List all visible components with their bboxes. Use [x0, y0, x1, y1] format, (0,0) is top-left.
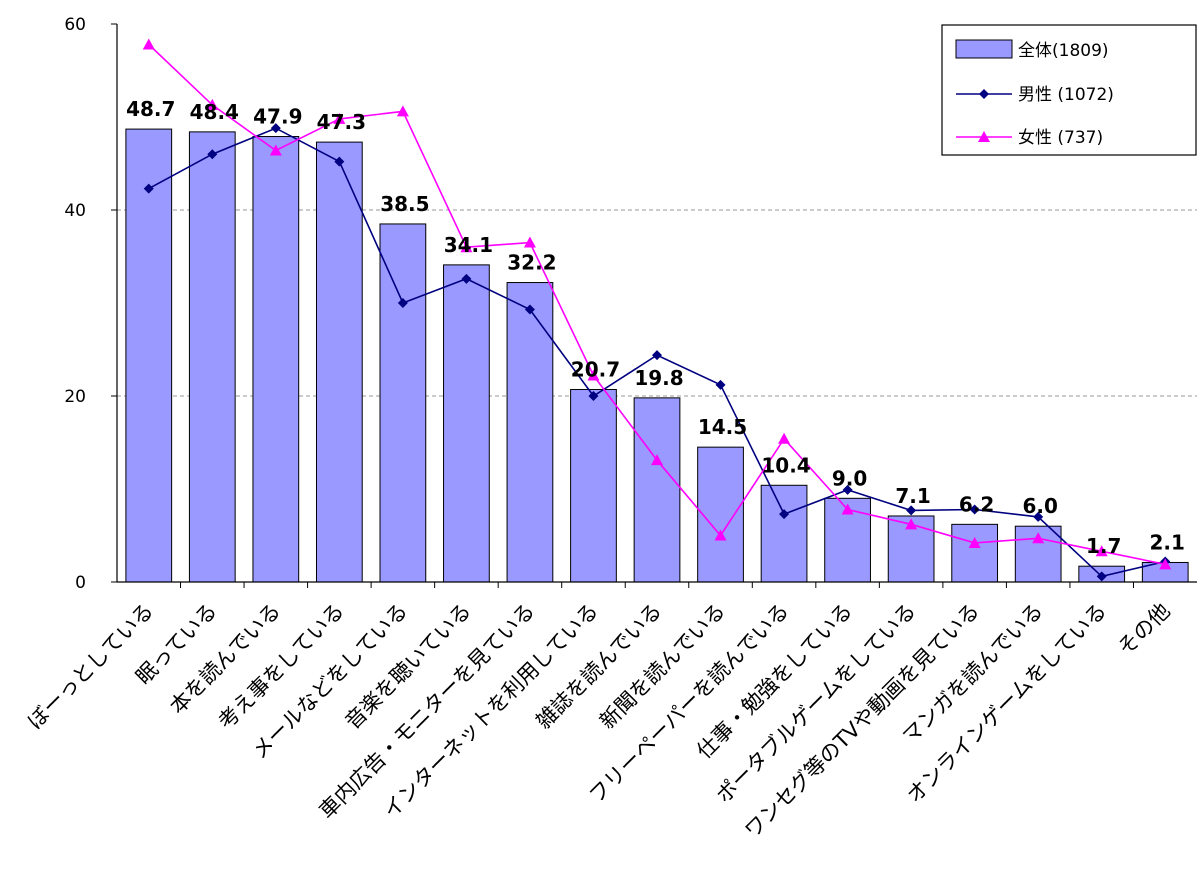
female-point: [142, 38, 155, 50]
bar: [697, 446, 744, 583]
y-tick-label: 60: [64, 15, 86, 35]
data-label: 20.7: [571, 357, 620, 381]
bar: [760, 484, 808, 583]
data-labels: 48.7 48.4 47.9 47.3 38.5 34.1 32.2 20.7 19.8 14.5…: [126, 97, 1185, 558]
data-label: 6.2: [959, 492, 994, 516]
male-point: [1033, 511, 1044, 522]
series-lines: [142, 38, 1172, 582]
female-point: [1095, 545, 1108, 557]
data-label: 9.0: [832, 466, 867, 490]
data-label: 14.5: [698, 415, 747, 439]
female-point: [206, 98, 219, 110]
female-point: [396, 105, 409, 117]
bar: [125, 128, 173, 583]
legend: 全体(1809) 男性 (1072) 女性 (737): [941, 24, 1197, 156]
male-point: [143, 183, 154, 194]
male-point: [334, 156, 345, 167]
bar: [188, 131, 236, 583]
female-point: [968, 536, 981, 548]
bar: [252, 136, 300, 583]
male-point: [397, 298, 408, 308]
female-point: [778, 432, 791, 444]
legend-label-female: 女性 (737): [1018, 128, 1103, 148]
female-point: [460, 241, 473, 253]
female-point: [714, 529, 727, 541]
bar: [315, 141, 363, 583]
female-point: [269, 144, 282, 156]
male-point: [588, 391, 599, 401]
male-point: [779, 509, 790, 520]
female-point: [333, 112, 346, 124]
legend-swatch-bar: [955, 39, 1013, 59]
y-tick-label: 40: [64, 201, 86, 221]
data-label: 6.0: [1022, 494, 1057, 518]
data-label: 1.7: [1086, 534, 1121, 558]
y-tick-labels: 0 20 40 60: [64, 15, 86, 593]
female-point: [523, 236, 536, 248]
legend-label-total: 全体(1809): [1018, 41, 1109, 61]
male-point: [652, 350, 662, 361]
bar: [633, 397, 681, 583]
category-label: ワンセグ等のTVや動画を見ている: [740, 599, 984, 843]
female-point: [1159, 558, 1172, 570]
female-point: [651, 454, 663, 466]
bar: [570, 388, 617, 583]
legend-label-male: 男性 (1072): [1018, 85, 1114, 105]
category-label: 本を読んでいる: [165, 599, 285, 719]
data-label: 47.9: [253, 105, 302, 129]
data-label: 48.7: [126, 97, 175, 121]
gridlines: [117, 209, 1197, 397]
y-tick-label: 0: [75, 573, 86, 593]
male-point: [906, 505, 917, 516]
male-point: [524, 304, 535, 315]
female-point: [587, 369, 600, 381]
male-point: [270, 123, 281, 134]
bar: [951, 523, 999, 583]
female-point: [905, 518, 918, 530]
male-point: [969, 504, 980, 515]
male-point: [715, 379, 726, 390]
category-label: その他: [1113, 599, 1175, 661]
legend-marker-male: [979, 89, 989, 99]
data-label: 10.4: [761, 453, 810, 477]
data-label: 7.1: [895, 484, 930, 508]
axes: [111, 23, 1197, 588]
legend-marker-female: [978, 131, 990, 142]
data-label: 2.1: [1150, 530, 1185, 554]
data-label: 38.5: [380, 192, 429, 216]
data-label: 48.4: [190, 100, 239, 124]
male-point: [842, 484, 853, 495]
male-point: [207, 149, 218, 160]
male-point: [1096, 571, 1107, 582]
bar: [379, 223, 427, 583]
female-point: [1032, 532, 1045, 544]
female-point: [841, 503, 854, 515]
data-label: 47.3: [317, 110, 366, 134]
y-tick-label: 20: [64, 387, 86, 407]
data-label: 19.8: [634, 366, 683, 390]
male-point: [461, 273, 472, 284]
bar: [443, 264, 490, 583]
data-label: 34.1: [444, 233, 493, 257]
bar: [506, 282, 554, 583]
category-labels: ぼーっとしている眠っている本を読んでいる考え事をしているメールなどをしている音楽…: [23, 599, 1175, 843]
data-label: 32.2: [507, 251, 556, 275]
